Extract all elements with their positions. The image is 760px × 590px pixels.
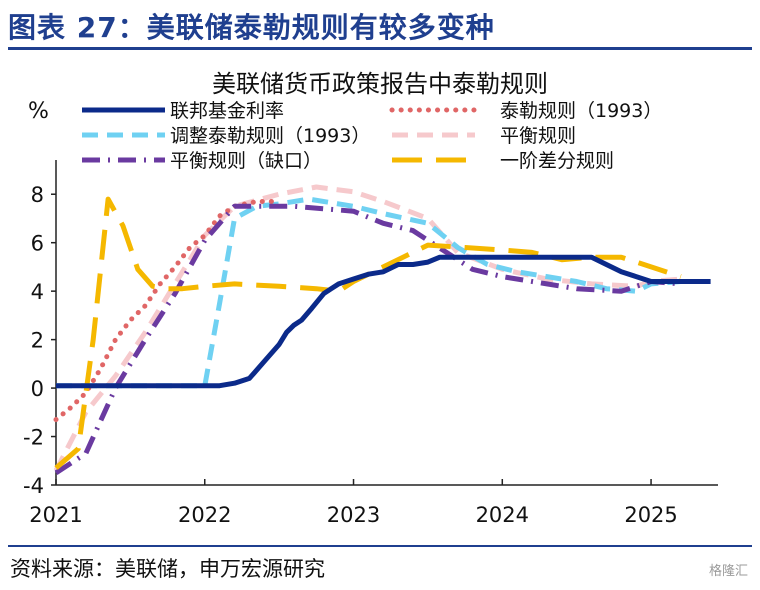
series-line-4 [54, 203, 682, 475]
series-line-0 [56, 254, 711, 389]
legend-label: 一阶差分规则 [500, 150, 614, 172]
series-line-2 [56, 196, 682, 389]
x-tick-label: 2023 [327, 503, 380, 527]
watermark: 格隆汇 [708, 564, 748, 579]
legend-item: 平衡规则（缺口） [82, 150, 322, 172]
legend: 联邦基金利率 泰勒规则（1993） 调整泰勒规则（1993） 平衡规则平衡规则（缺口）… [82, 100, 662, 172]
y-tick-label: 2 [31, 329, 44, 353]
y-tick-label: -4 [23, 474, 44, 498]
series-line-3 [53, 184, 682, 472]
title-divider [8, 47, 752, 50]
chart-title: 美联储货币政策报告中泰勒规则 [212, 70, 548, 98]
x-tick-label: 2022 [178, 503, 231, 527]
legend-item: 泰勒规则（1993） [389, 100, 662, 122]
legend-item: 一阶差分规则 [392, 150, 614, 172]
source-note: 资料来源：美联储，申万宏源研究 [10, 557, 325, 581]
line-chart: 美联储货币政策报告中泰勒规则 % 联邦基金利率 泰勒规则（1993） 调整泰勒规则（… [23, 70, 718, 527]
y-tick-label: -2 [23, 426, 44, 450]
legend-item: 调整泰勒规则（1993） [82, 125, 370, 147]
y-tick-label: 4 [31, 280, 44, 304]
legend-label: 泰勒规则（1993） [500, 100, 662, 122]
legend-item: 联邦基金利率 [82, 100, 284, 122]
y-tick-label: 6 [31, 232, 44, 256]
y-tick-label: 0 [31, 377, 44, 401]
legend-label: 平衡规则 [500, 125, 576, 147]
legend-label: 调整泰勒规则（1993） [170, 125, 370, 147]
x-tick-label: 2021 [29, 503, 82, 527]
source-divider [8, 545, 752, 547]
legend-item: 平衡规则 [392, 125, 576, 147]
legend-label: 联邦基金利率 [170, 100, 284, 122]
y-axis-label: % [28, 99, 49, 124]
series-line-1 [53, 199, 282, 423]
y-tick-label: 8 [31, 183, 44, 207]
axes: -4 -2 0 2 4 6 8 2021 2022 2023 2024 2025 [23, 160, 718, 527]
legend-label: 平衡规则（缺口） [170, 150, 322, 172]
x-tick-label: 2024 [476, 503, 529, 527]
x-tick-label: 2025 [624, 503, 677, 527]
plot-area [53, 184, 711, 475]
figure-title: 图表 27：美联储泰勒规则有较多变种 [8, 11, 495, 44]
